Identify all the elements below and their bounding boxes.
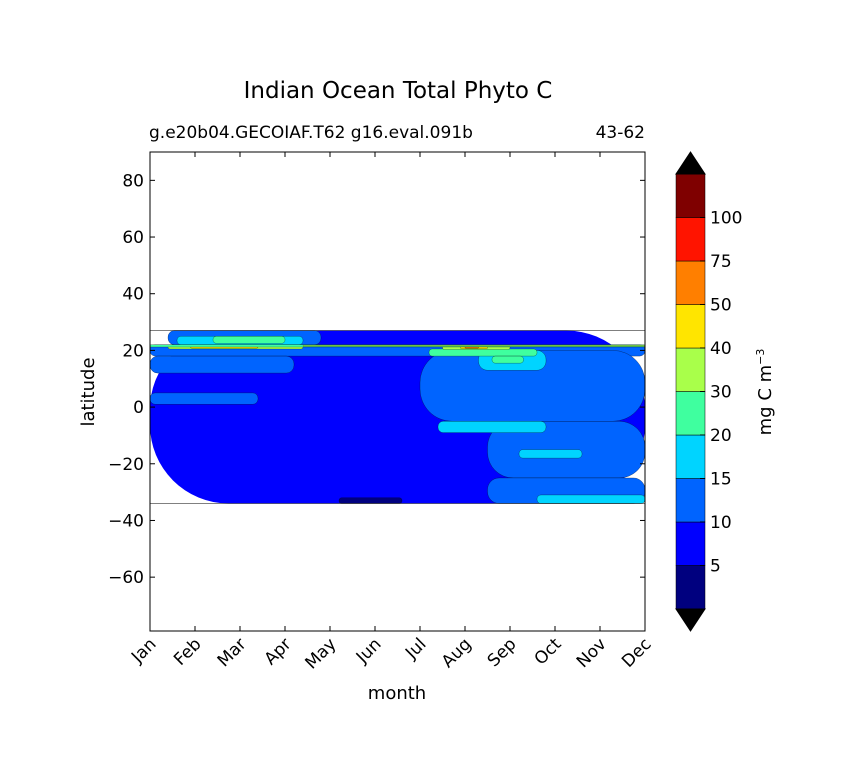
x-tick-label: Sep [484,634,521,671]
x-tick-label: Nov [573,634,611,672]
colorbar-segment [675,347,706,392]
colorbar-label-text: mg C m [755,365,776,436]
colorbar-segment [675,260,706,305]
contour-region [428,348,538,357]
contour-region [150,355,295,374]
y-axis: 80 60 40 20 0 −20 −40 −60 [108,171,645,588]
x-tick-label: Jul [401,634,430,663]
colorbar-tick-label: 50 [710,296,732,316]
y-tick-label: 40 [122,285,144,305]
y-tick-label: 80 [122,171,144,191]
colorbar-tick-label: 10 [710,513,732,533]
y-tick-label: −60 [108,568,144,588]
colorbar-label-exponent: −3 [754,349,767,365]
colorbar-tick-label: 75 [710,252,732,272]
x-tick-label: Jan [127,634,160,667]
chart-subtitle-right: 43-62 [596,123,645,143]
x-tick-label: Jun [352,634,386,668]
colorbar: 5 10 15 20 30 40 50 75 100 [675,151,742,632]
contour-region [437,421,547,433]
x-tick-label: Apr [261,634,296,669]
x-tick-label: Oct [531,634,566,669]
colorbar-tick-label: 30 [710,383,732,403]
colorbar-tick-label: 40 [710,339,732,359]
colorbar-tick-label: 100 [710,209,742,229]
contour-region [518,449,583,459]
colorbar-segment [675,434,706,479]
contour-region [302,345,645,347]
data-domain-outline [150,330,645,504]
contour-region [150,392,259,405]
contour-region [491,355,524,364]
colorbar-tick-label: 5 [710,557,721,577]
colorbar-extend-high [675,151,706,175]
contour-region [536,494,645,504]
x-tick-label: Aug [438,634,476,672]
x-tick-label: May [302,634,341,673]
y-axis-label: latitude [78,357,99,426]
colorbar-segment [675,391,706,436]
y-tick-label: −20 [108,455,144,475]
x-axis-label: month [368,683,426,704]
colorbar-segment [675,304,706,349]
colorbar-segment [675,521,706,566]
colorbar-segment [675,478,706,523]
plot-frame [149,151,646,632]
chart-title: Indian Ocean Total Phyto C [244,78,553,104]
x-tick-label: Feb [170,634,205,669]
colorbar-segment [675,217,706,262]
y-tick-label: −40 [108,511,144,531]
contour-region [212,336,286,344]
x-tick-label: Dec [618,634,655,671]
contour-region [338,497,403,504]
chart-subtitle-left: g.e20b04.GECOIAF.T62 g16.eval.091b [149,123,473,143]
colorbar-tick-label: 15 [710,470,732,490]
colorbar-segment [675,173,706,218]
colorbar-tick-label: 20 [710,426,732,446]
y-tick-label: 60 [122,228,144,248]
colorbar-segment [675,565,706,610]
colorbar-extend-low [675,608,706,632]
x-tick-label: Mar [214,634,251,671]
y-tick-label: 0 [133,398,144,418]
colorbar-label: mg C m−3 [754,349,776,436]
plot-area [150,330,645,504]
y-tick-label: 20 [122,341,144,361]
